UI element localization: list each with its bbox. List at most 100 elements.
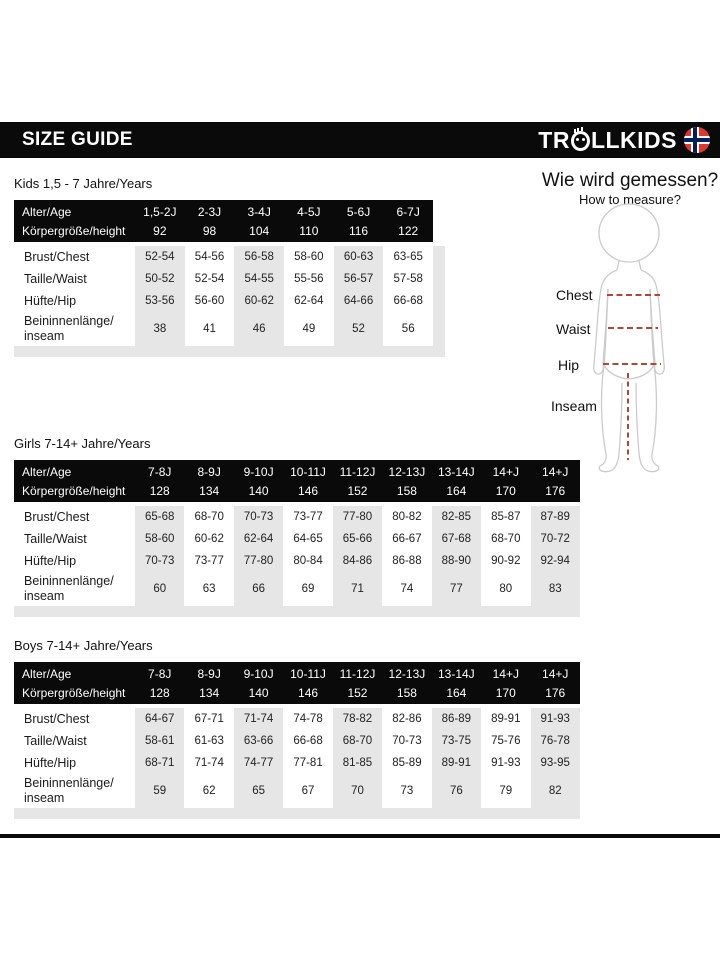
size-cell: 52 [352, 323, 365, 335]
size-cell: 64-65 [283, 528, 333, 550]
table-row: Hüfte/Hip 53-56 56-60 60-62 62-64 64-66 66-68 [14, 290, 434, 312]
size-cell: 74-77 [243, 757, 274, 769]
size-cell: 62-64 [284, 290, 334, 312]
header-cell: 5-6J [346, 204, 371, 219]
header-cell: 8-9J [197, 666, 221, 681]
size-cell: 63-65 [383, 246, 434, 268]
table-row: Taille/Waist 58-61 61-63 63-66 66-68 68-70 70-… [14, 730, 580, 752]
size-cell: 60-63 [343, 251, 374, 263]
header-cell: 158 [396, 483, 417, 498]
troll-face-o-icon [570, 128, 590, 151]
size-cell: 64-67 [145, 713, 175, 725]
table-row: Brust/Chest 52-54 54-56 56-58 58-60 60-63 63-6… [14, 246, 434, 268]
size-cell: 62 [184, 774, 234, 808]
size-cell: 80-84 [283, 550, 333, 572]
size-cell: 82-86 [382, 708, 432, 730]
size-cell: 70-73 [382, 730, 432, 752]
header-cell: 14+J [542, 464, 569, 479]
header-cell: 14+J [492, 666, 519, 681]
size-cell: 55-56 [284, 268, 334, 290]
row-label: Brust/Chest [14, 506, 135, 528]
table-row: Taille/Waist 58-60 60-62 62-64 64-65 65-66 66-… [14, 528, 580, 550]
header-row: Alter/Age 7-8J 8-9J 9-10J 10-11J 11-12J 12-13J… [14, 462, 580, 481]
header-row: Alter/Age 7-8J 8-9J 9-10J 10-11J 11-12J 12-13J… [14, 664, 580, 683]
header-cell: 98 [202, 223, 217, 238]
size-cell: 56 [383, 312, 434, 346]
header-cell: 2-3J [197, 204, 222, 219]
size-cell: 77-80 [243, 555, 274, 567]
measure-heading-en: How to measure? [579, 192, 681, 207]
size-cell: 89-91 [441, 757, 472, 769]
header-cell: 176 [545, 685, 566, 700]
size-cell: 57-58 [383, 268, 434, 290]
size-cell: 67-71 [184, 708, 234, 730]
header-cell: 104 [249, 223, 270, 238]
header-cell: 140 [248, 483, 269, 498]
header-cell: 11-12J [339, 464, 376, 479]
size-cell: 78-82 [342, 713, 373, 725]
size-cell: 79 [481, 774, 531, 808]
row-label: Hüfte/Hip [14, 550, 135, 572]
row-label: Taille/Waist [14, 528, 135, 550]
size-cell: 76 [449, 785, 463, 797]
size-cell: 63 [184, 572, 234, 606]
size-cell: 84-86 [342, 555, 373, 567]
size-cell: 41 [184, 312, 235, 346]
table-row: Taille/Waist 50-52 52-54 54-55 55-56 56-57 57-… [14, 268, 434, 290]
table-header: Alter/Age 7-8J 8-9J 9-10J 10-11J 11-12J 12-13J… [14, 460, 580, 502]
row-label: Brust/Chest [14, 708, 135, 730]
row-label: Taille/Waist [14, 730, 135, 752]
header-cell: 116 [348, 223, 369, 238]
table-row: Hüfte/Hip 70-73 73-77 77-80 80-84 84-86 86-88 8… [14, 550, 580, 572]
header-cell: 12-13J [388, 666, 426, 681]
size-cell: 58-61 [145, 735, 175, 747]
header-cell: 152 [347, 483, 368, 498]
size-cell: 68-70 [184, 506, 234, 528]
header-cell: 164 [446, 685, 467, 700]
header-cell: 92 [153, 223, 167, 238]
header-cell: 13-14J [437, 666, 475, 681]
header-row: Körpergröße/height 92 98 104 110 116 122 [14, 221, 433, 240]
size-cell: 76-78 [540, 735, 570, 747]
size-cell: 56-57 [343, 273, 374, 285]
size-cell: 67-68 [441, 533, 472, 545]
size-cell: 64-66 [343, 295, 374, 307]
size-cell: 75-76 [481, 730, 531, 752]
size-cell: 68-71 [145, 757, 175, 769]
row-label: Beininnenlänge/ inseam [14, 774, 135, 808]
header-cell: 10-11J [290, 666, 326, 681]
size-cell: 52-54 [184, 268, 235, 290]
size-cell: 66-67 [382, 528, 432, 550]
header-row: Alter/Age 1,5-2J 2-3J 3-4J 4-5J 5-6J 6-7J [14, 202, 433, 221]
girls-table-section: Girls 7-14+ Jahre/Years Alter/Age 7-8J 8-9… [14, 436, 580, 617]
size-cell: 73-77 [184, 550, 234, 572]
table-body: Brust/Chest 64-67 67-71 71-74 74-78 78-82 82-8… [14, 708, 580, 819]
header-cell: 6-7J [396, 204, 420, 219]
size-cell: 73-77 [283, 506, 333, 528]
size-cell: 66-68 [383, 290, 434, 312]
size-cell: 60-62 [184, 528, 234, 550]
size-cell: 66-68 [283, 730, 333, 752]
table-row: Brust/Chest 64-67 67-71 71-74 74-78 78-82 82-8… [14, 708, 580, 730]
measure-label-chest: Chest [556, 287, 593, 303]
brand-text-prefix: TR [538, 126, 570, 153]
table-row: Beininnenlänge/ inseam 59 62 65 67 70 73 76 79 82 [14, 774, 580, 808]
header-cell: 11-12J [339, 666, 376, 681]
header-cell: 14+J [542, 666, 569, 681]
row-label: Brust/Chest [14, 246, 135, 268]
header-row-label: Körpergröße/height [22, 685, 126, 700]
size-cell: 77 [449, 583, 463, 595]
size-cell: 80-82 [382, 506, 432, 528]
table-caption-kids: Kids 1,5 - 7 Jahre/Years [14, 176, 153, 191]
row-label: Taille/Waist [14, 268, 135, 290]
size-cell: 67 [283, 774, 333, 808]
size-cell: 82-85 [441, 511, 472, 523]
measure-label-hip: Hip [558, 357, 580, 373]
size-cell: 86-89 [441, 713, 472, 725]
size-cell: 71-74 [243, 713, 274, 725]
table-row: Beininnenlänge/ inseam 38 41 46 49 52 56 [14, 312, 434, 346]
header-cell: 9-10J [243, 666, 274, 681]
size-cell: 71-74 [184, 752, 234, 774]
measure-heading-de: Wie wird gemessen? [541, 170, 719, 191]
